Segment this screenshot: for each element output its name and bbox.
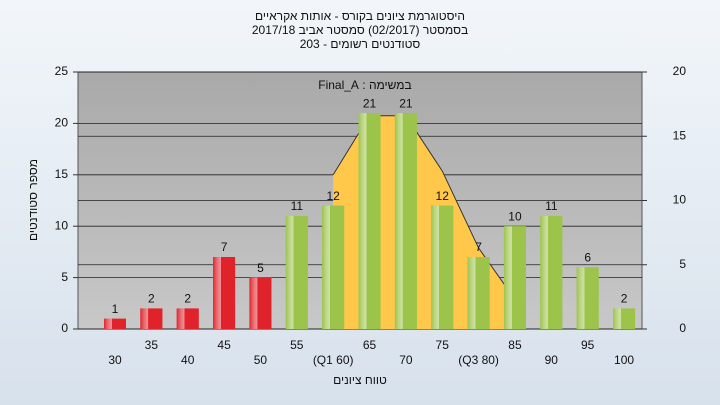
x-tick-label: 70 [399, 353, 413, 367]
x-tick-label: 50 [254, 353, 268, 367]
title-line: בסמסטר (02/2017) סמסטר אביב 2017/18 [252, 23, 468, 37]
value-label: 21 [363, 96, 377, 110]
annotation: במשימה : Final_A [318, 78, 411, 92]
bar [285, 215, 308, 329]
value-label: 7 [221, 240, 228, 254]
x-tick-label: 95 [581, 338, 595, 352]
value-label: 12 [326, 189, 340, 203]
value-label: 11 [545, 199, 558, 213]
value-label: 2 [148, 292, 155, 306]
bar [394, 113, 417, 330]
y-tick-label: 0 [61, 321, 68, 335]
title-line: סטודנטים רשומים - 203 [300, 37, 421, 51]
x-tick-label: 45 [217, 338, 231, 352]
bar [140, 308, 163, 329]
bar [213, 257, 236, 329]
bar [467, 257, 490, 329]
y-tick-label: 15 [55, 167, 69, 181]
x-tick-label: 35 [145, 338, 159, 352]
x-tick-label: 55 [290, 338, 304, 352]
y-tick-label: 10 [55, 218, 69, 232]
x-axis-label: טווח ציונים [333, 373, 387, 387]
bar [576, 267, 599, 329]
bar [503, 226, 526, 329]
bar [176, 308, 199, 329]
y2-tick-label: 5 [679, 257, 686, 271]
bar [322, 205, 345, 329]
value-label: 10 [508, 209, 522, 223]
bar [358, 113, 381, 330]
value-label: 1 [112, 302, 119, 316]
y2-tick-label: 15 [673, 128, 687, 142]
x-tick-label: (Q1 60) [313, 353, 354, 367]
bar [431, 205, 454, 329]
y2-tick-label: 0 [679, 321, 686, 335]
y-tick-label: 5 [61, 270, 68, 284]
value-label: 12 [436, 189, 450, 203]
x-tick-label: 30 [108, 353, 122, 367]
bar [249, 277, 272, 329]
x-tick-label: 90 [545, 353, 559, 367]
title-line: היסטוגרמת ציונים בקורס - אותות אקראיים [255, 9, 465, 23]
value-label: 6 [584, 250, 591, 264]
x-tick-label: 40 [181, 353, 195, 367]
y-tick-label: 25 [55, 64, 69, 78]
value-label: 5 [257, 261, 264, 275]
x-tick-label: 75 [436, 338, 450, 352]
x-tick-label: 100 [614, 353, 634, 367]
x-tick-label: (Q3 80) [458, 353, 499, 367]
value-label: 11 [291, 199, 304, 213]
value-label: 21 [399, 96, 413, 110]
value-label: 2 [184, 292, 191, 306]
value-label: 2 [621, 292, 628, 306]
bar [104, 318, 126, 329]
bar [540, 215, 563, 329]
y2-tick-label: 20 [673, 64, 687, 78]
y-tick-label: 20 [55, 116, 69, 130]
x-tick-label: 85 [508, 338, 522, 352]
x-tick-label: 65 [363, 338, 377, 352]
value-label: 7 [475, 240, 482, 254]
y-axis-label: מספר סטודנטים [26, 159, 40, 241]
y2-tick-label: 10 [673, 193, 687, 207]
bar [613, 308, 636, 329]
